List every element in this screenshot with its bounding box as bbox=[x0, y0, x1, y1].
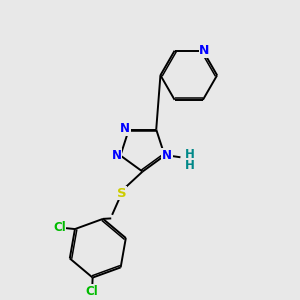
Text: N: N bbox=[120, 122, 130, 135]
Text: Cl: Cl bbox=[86, 284, 98, 298]
Text: H: H bbox=[184, 148, 194, 161]
Text: Cl: Cl bbox=[53, 221, 66, 234]
Text: H: H bbox=[184, 159, 194, 172]
Text: S: S bbox=[117, 187, 127, 200]
Text: N: N bbox=[112, 149, 122, 162]
Text: N: N bbox=[162, 149, 172, 162]
Text: N: N bbox=[199, 44, 210, 57]
